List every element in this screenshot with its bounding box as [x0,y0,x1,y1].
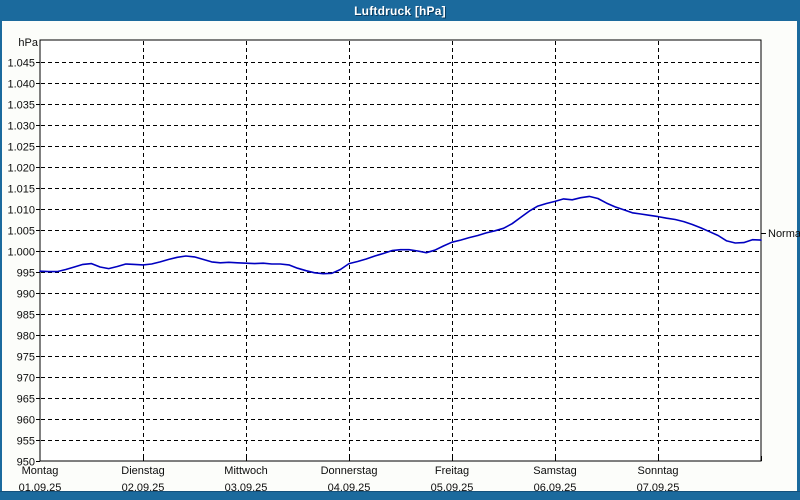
day-name-label: Mittwoch [224,465,267,477]
y-tick-label: 1.035 [7,100,35,112]
pressure-line [39,195,762,275]
y-tick-label: 1.015 [7,184,35,196]
y-tick-label: 990 [17,289,35,301]
y-tick-label: 1.005 [7,226,35,238]
title-bar: Luftdruck [hPa] [0,0,800,21]
day-name-label: Dienstag [121,465,164,477]
day-name-label: Donnerstag [321,465,378,477]
day-name-label: Freitag [435,465,469,477]
y-tick-label: 1.010 [7,205,35,217]
y-tick-label: 1.045 [7,58,35,70]
y-tick-label: 965 [17,394,35,406]
y-tick-label: 970 [17,373,35,385]
y-tick-label: 1.000 [7,247,35,259]
day-name-label: Montag [22,465,59,477]
window-title: Luftdruck [hPa] [354,3,446,18]
normal-annotation-label: Normal [768,227,800,240]
y-tick-label: 1.040 [7,79,35,91]
window-border-left [0,0,2,500]
day-name-label: Samstag [533,465,576,477]
window-border-right [797,0,800,500]
y-tick-label: 975 [17,352,35,364]
window-border-bottom [0,491,800,500]
y-tick-label: 980 [17,331,35,343]
day-name-label: Sonntag [638,465,679,477]
y-tick-label: 1.020 [7,163,35,175]
y-tick-label: 995 [17,268,35,280]
y-tick-label: 960 [17,415,35,427]
y-tick-label: 950 [17,457,35,469]
y-tick-label: 1.030 [7,121,35,133]
y-tick-label: 985 [17,310,35,322]
y-tick-label: 955 [17,436,35,448]
y-axis-unit-label: hPa [18,37,38,49]
y-tick-label: 1.025 [7,142,35,154]
